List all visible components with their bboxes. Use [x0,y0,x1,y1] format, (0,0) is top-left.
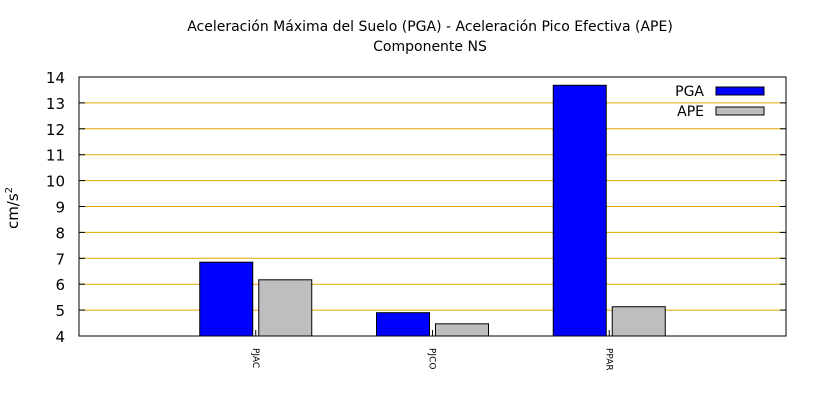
bars [199,84,666,337]
bar-ape-ppar [611,306,666,337]
bar-ape-pjco [435,323,489,337]
legend-swatch-ape [715,106,765,116]
y-tick-label: 12 [46,121,65,139]
y-axis-label-unit: cm/s [4,193,22,229]
svg-text:cm/s2: cm/s2 [4,187,22,229]
bar-pga-pjac [199,261,254,337]
legend-label-ape: APE [677,104,704,120]
grid-lines [79,102,786,311]
y-tick-label: 4 [55,328,65,346]
y-axis-label-exponent: 2 [4,187,15,193]
bar-pga-pjco [376,312,430,337]
legend-label-pga: PGA [675,84,704,100]
y-tick-label: 11 [46,147,65,165]
bar-ape-pjac [258,279,313,337]
y-tick-label: 10 [46,173,65,191]
y-tick-label: 13 [46,95,65,113]
category-label: PJCO [427,348,437,369]
y-axis-label: cm/s2 [4,187,22,229]
category-labels: PJAC PJCO PPAR [250,330,613,371]
y-tick-label: 8 [55,224,65,242]
chart-title: Aceleración Máxima del Suelo (PGA) - Ace… [187,19,673,35]
y-tick-label: 9 [55,199,65,217]
y-tick-label: 5 [55,302,65,320]
y-tick-label: 7 [55,250,65,268]
legend-swatch-pga [715,86,765,96]
legend: PGA APE [675,84,765,120]
category-label: PPAR [603,348,613,371]
y-tick-label: 6 [55,276,65,294]
y-axis-ticks: 4 5 6 7 8 9 10 11 12 13 14 [46,69,786,346]
bar-pga-ppar [552,84,607,337]
category-label: PJAC [250,348,260,368]
y-tick-label: 14 [46,69,65,87]
chart-subtitle: Componente NS [373,39,487,55]
